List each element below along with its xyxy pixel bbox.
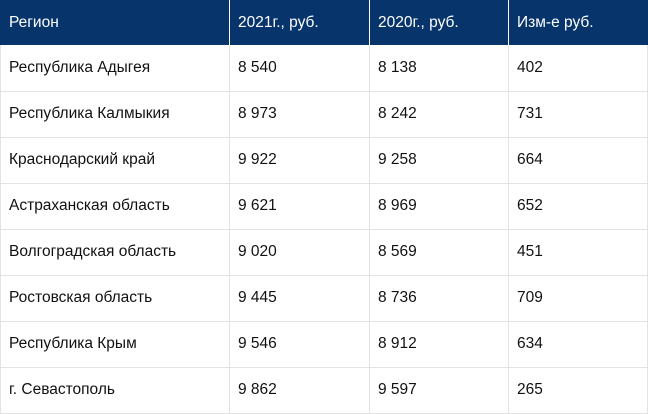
cell-region: Республика Крым — [0, 321, 230, 368]
cell-2020: 8 569 — [369, 229, 509, 276]
cell-2021: 8 973 — [229, 91, 370, 138]
table-row: Астраханская область 9 621 8 969 652 — [0, 183, 648, 230]
table-header: Регион 2021г., руб. 2020г., руб. Изм-е р… — [0, 0, 648, 45]
table-body: Республика Адыгея 8 540 8 138 402 Респуб… — [0, 45, 648, 414]
cell-region: Ростовская область — [0, 275, 230, 322]
header-row: Регион 2021г., руб. 2020г., руб. Изм-е р… — [0, 0, 648, 45]
cell-2021: 8 540 — [229, 45, 370, 92]
cell-2021: 9 546 — [229, 321, 370, 368]
cell-change: 451 — [508, 229, 648, 276]
header-change: Изм-е руб. — [508, 0, 648, 45]
cell-2020: 8 912 — [369, 321, 509, 368]
header-2020: 2020г., руб. — [369, 0, 509, 45]
table-row: Республика Калмыкия 8 973 8 242 731 — [0, 91, 648, 138]
cell-2020: 8 736 — [369, 275, 509, 322]
cell-2020: 8 969 — [369, 183, 509, 230]
cell-change: 265 — [508, 367, 648, 414]
cell-2020: 9 597 — [369, 367, 509, 414]
cell-change: 709 — [508, 275, 648, 322]
cell-2020: 8 138 — [369, 45, 509, 92]
cell-change: 634 — [508, 321, 648, 368]
cell-region: г. Севастополь — [0, 367, 230, 414]
cell-2021: 9 922 — [229, 137, 370, 184]
cell-region: Волгоградская область — [0, 229, 230, 276]
cell-region: Краснодарский край — [0, 137, 230, 184]
table-row: Ростовская область 9 445 8 736 709 — [0, 275, 648, 322]
cell-region: Республика Калмыкия — [0, 91, 230, 138]
table-row: Краснодарский край 9 922 9 258 664 — [0, 137, 648, 184]
cell-2021: 9 862 — [229, 367, 370, 414]
table-row: Республика Адыгея 8 540 8 138 402 — [0, 45, 648, 92]
cell-2020: 9 258 — [369, 137, 509, 184]
table-row: Волгоградская область 9 020 8 569 451 — [0, 229, 648, 276]
cell-2021: 9 621 — [229, 183, 370, 230]
table-row: Республика Крым 9 546 8 912 634 — [0, 321, 648, 368]
cell-2021: 9 445 — [229, 275, 370, 322]
cell-region: Астраханская область — [0, 183, 230, 230]
cell-2021: 9 020 — [229, 229, 370, 276]
cell-change: 652 — [508, 183, 648, 230]
table-row: г. Севастополь 9 862 9 597 265 — [0, 367, 648, 414]
cell-change: 664 — [508, 137, 648, 184]
header-region: Регион — [0, 0, 230, 45]
header-2021: 2021г., руб. — [229, 0, 370, 45]
cell-2020: 8 242 — [369, 91, 509, 138]
cell-change: 731 — [508, 91, 648, 138]
cell-region: Республика Адыгея — [0, 45, 230, 92]
cell-change: 402 — [508, 45, 648, 92]
